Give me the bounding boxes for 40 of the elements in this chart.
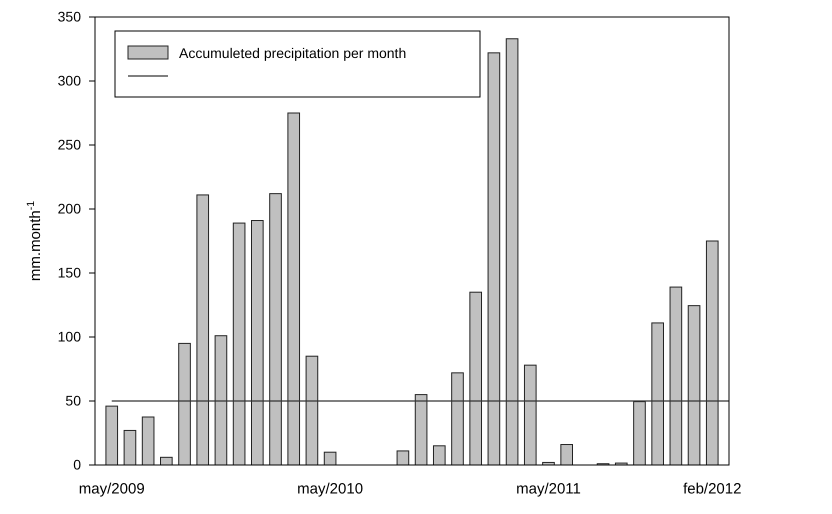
- bar: [124, 430, 136, 466]
- y-tick-label: 300: [58, 72, 82, 88]
- x-tick-label: may/2009: [78, 480, 145, 498]
- bar: [287, 112, 300, 466]
- bar: [160, 456, 173, 466]
- bar: [560, 444, 573, 466]
- bar: [469, 292, 482, 466]
- bar: [214, 335, 228, 466]
- y-tick-label: 50: [65, 392, 82, 408]
- bar: [706, 240, 719, 466]
- bar: [524, 364, 537, 466]
- bar: [396, 450, 410, 466]
- bar: [432, 445, 446, 466]
- y-tick-label: 100: [58, 328, 82, 344]
- bar: [688, 305, 700, 466]
- bar: [269, 193, 282, 466]
- bar: [324, 452, 336, 466]
- bar: [178, 342, 191, 466]
- y-tick-label: 200: [58, 200, 82, 216]
- bar: [105, 406, 118, 466]
- y-tick-label: 250: [58, 136, 82, 152]
- y-tick-label: 150: [58, 264, 82, 280]
- bar: [633, 401, 646, 466]
- bar: [506, 38, 518, 466]
- y-tick-label: 0: [73, 456, 82, 472]
- x-tick-label: feb/2012: [683, 480, 742, 498]
- bar: [414, 394, 428, 466]
- x-tick-label: may/2011: [516, 480, 581, 498]
- bar: [251, 220, 264, 466]
- bar: [451, 372, 464, 466]
- y-tick-label: 350: [58, 8, 82, 24]
- bar: [196, 194, 210, 466]
- bar: [232, 222, 246, 466]
- bar: [670, 286, 682, 466]
- legend-label: Accumuleted precipitation per month: [179, 45, 406, 61]
- bar: [488, 52, 500, 466]
- bar: [306, 356, 318, 466]
- x-tick-label: may/2010: [297, 480, 364, 498]
- bar: [651, 322, 664, 466]
- bar: [142, 416, 154, 466]
